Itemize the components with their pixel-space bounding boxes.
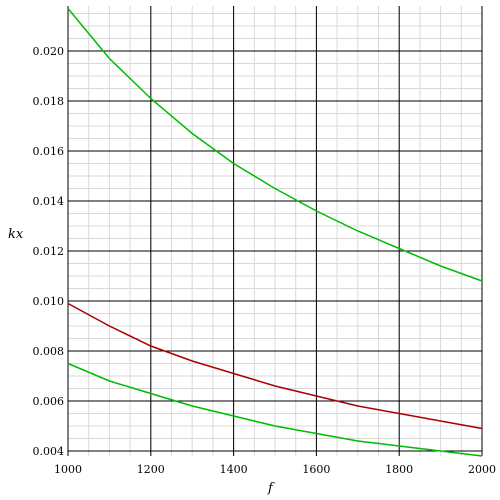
y-tick-label: 0.006 [33,395,65,408]
major-grid [67,6,483,456]
x-tick-label: 1200 [137,463,165,476]
x-tick-label: 1400 [220,463,248,476]
y-tick-labels: 0.004 0.006 0.008 0.010 0.012 0.014 0.016 0.018… [33,45,65,458]
y-tick-label: 0.010 [33,295,65,308]
series-line-2 [67,302,483,430]
y-tick-label: 0.012 [33,245,65,258]
x-tick-label: 1000 [54,463,82,476]
y-tick-label: 0.014 [33,195,65,208]
y-tick-label: 0.020 [33,45,65,58]
x-tick-label: 1800 [385,463,413,476]
series-line-3 [67,362,483,457]
series-line-1 [67,8,483,282]
y-axis-label: kx [8,227,24,242]
x-tick-labels: 1000 1200 1400 1600 1800 2000 [54,463,496,476]
y-tick-label: 0.008 [33,345,65,358]
series-layer [67,8,483,457]
y-tick-label: 0.004 [33,445,65,458]
y-tick-label: 0.016 [33,145,65,158]
x-tick-label: 1600 [302,463,330,476]
x-axis-label: f [267,481,275,496]
minor-grid [67,6,483,456]
y-tick-label: 0.018 [33,95,65,108]
x-tick-label: 2000 [468,463,496,476]
